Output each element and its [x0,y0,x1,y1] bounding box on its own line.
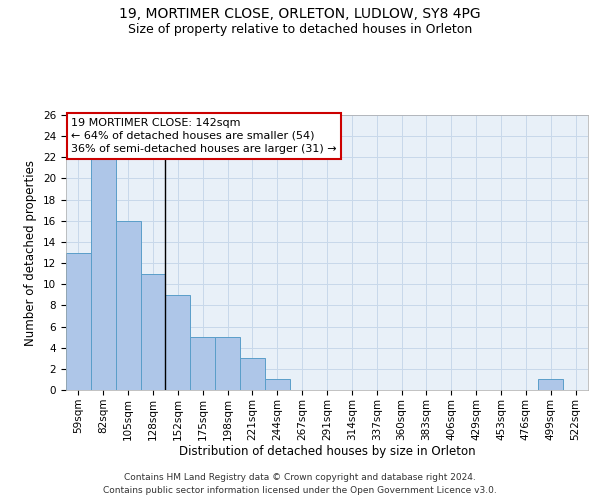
Bar [140,274,166,390]
Bar [215,337,240,390]
Text: Size of property relative to detached houses in Orleton: Size of property relative to detached ho… [128,22,472,36]
Text: Contains HM Land Registry data © Crown copyright and database right 2024.: Contains HM Land Registry data © Crown c… [124,472,476,482]
Text: 19 MORTIMER CLOSE: 142sqm
← 64% of detached houses are smaller (54)
36% of semi-: 19 MORTIMER CLOSE: 142sqm ← 64% of detac… [71,118,337,154]
Bar [91,158,116,390]
Y-axis label: Number of detached properties: Number of detached properties [25,160,37,346]
Bar [66,252,91,390]
Bar [166,295,190,390]
Text: 19, MORTIMER CLOSE, ORLETON, LUDLOW, SY8 4PG: 19, MORTIMER CLOSE, ORLETON, LUDLOW, SY8… [119,8,481,22]
Bar [190,337,215,390]
Bar [240,358,265,390]
X-axis label: Distribution of detached houses by size in Orleton: Distribution of detached houses by size … [179,446,475,458]
Text: Contains public sector information licensed under the Open Government Licence v3: Contains public sector information licen… [103,486,497,495]
Bar [116,221,140,390]
Bar [538,380,563,390]
Bar [265,380,290,390]
